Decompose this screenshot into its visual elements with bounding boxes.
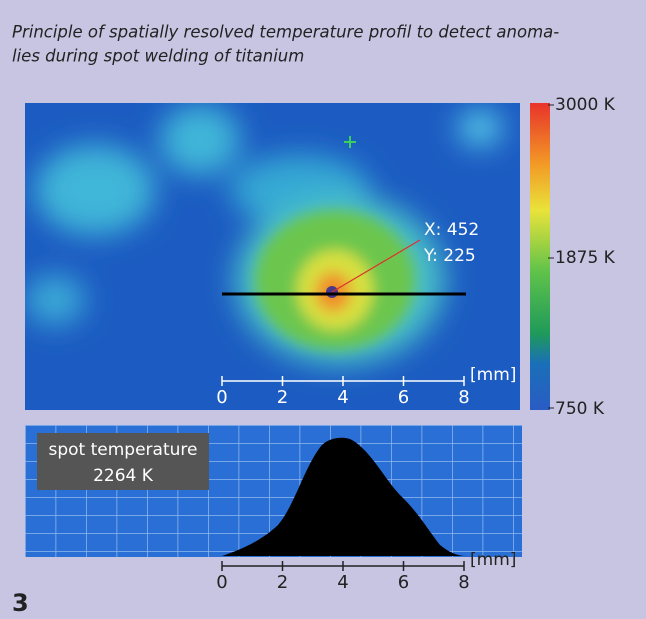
cursor-label: X: 452 <box>424 220 479 240</box>
figure: Principle of spatially resolved temperat… <box>0 0 646 619</box>
scale-unit: [mm] <box>470 365 516 385</box>
scale-label: 8 <box>458 387 469 408</box>
thermal-image: X: 452 Y: 225 <box>25 103 520 410</box>
scale-label: 0 <box>216 387 227 408</box>
scale-label: 0 <box>216 572 227 593</box>
cursor-label: Y: 225 <box>423 246 476 266</box>
scale-unit: [mm] <box>470 550 516 570</box>
scale-label: 4 <box>337 387 348 408</box>
colorbar-label: 1875 K <box>555 248 616 268</box>
caption-line: Principle of spatially resolved temperat… <box>12 23 559 42</box>
colorbar-label: 3000 K <box>555 95 616 115</box>
scale-label: 2 <box>277 387 288 408</box>
colorbar <box>530 103 550 410</box>
scale-label: 6 <box>398 387 409 408</box>
scale-label: 4 <box>337 572 348 593</box>
scale-label: 2 <box>277 572 288 593</box>
profile-value: 2264 K <box>93 466 154 486</box>
caption-line: lies during spot welding of titanium <box>12 47 304 66</box>
scale-label: 8 <box>458 572 469 593</box>
page: Principle of spatially resolved temperat… <box>0 0 646 619</box>
figure-number: 3 <box>12 589 29 617</box>
colorbar-label: 750 K <box>555 399 605 419</box>
profile-label: spot temperature <box>49 440 198 460</box>
scale-label: 6 <box>398 572 409 593</box>
